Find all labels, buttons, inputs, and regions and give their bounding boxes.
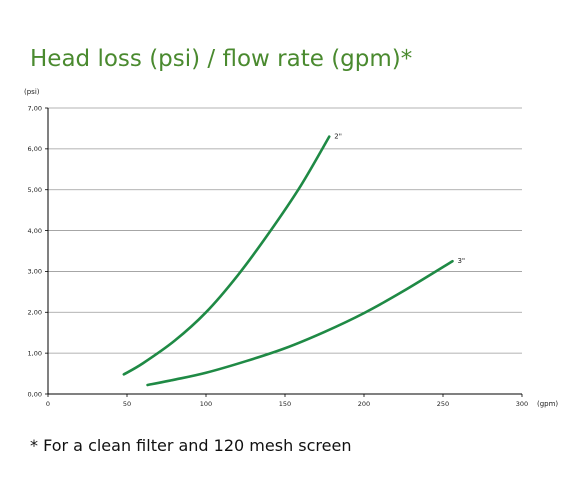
- series-lines: [122, 135, 454, 387]
- series-label-1: 2": [334, 133, 342, 141]
- y-tick-label: 0,00: [28, 390, 42, 398]
- y-axis-label: (psi): [24, 88, 40, 96]
- series-labels: 2" 3": [334, 133, 465, 266]
- x-tick-label: 150: [279, 400, 291, 408]
- x-tick-label: 50: [123, 400, 131, 408]
- x-tick-label: 300: [516, 400, 528, 408]
- y-tick-label: 5,00: [28, 186, 42, 194]
- y-tick-label: 6,00: [28, 145, 42, 153]
- y-tick-label: 2,00: [28, 309, 42, 317]
- x-tick-label: 100: [200, 400, 212, 408]
- x-tick-label: 250: [437, 400, 449, 408]
- x-tick-label: 0: [46, 400, 50, 408]
- axes: [45, 107, 523, 397]
- y-tick-label: 7,00: [28, 104, 42, 112]
- y-tick-label: 1,00: [28, 349, 42, 357]
- series-label-2: 3": [457, 257, 465, 265]
- x-axis-label: (gpm): [537, 400, 558, 408]
- y-tick-label: 4,00: [28, 227, 42, 235]
- grid-lines: [48, 107, 522, 354]
- y-tick-label: 3,00: [28, 268, 42, 276]
- series-line-2: [146, 259, 454, 387]
- series-line-1: [122, 135, 331, 376]
- x-tick-label: 200: [358, 400, 370, 408]
- tick-labels: 0,00 1,00 2,00 3,00 4,00 5,00 6,00 7,00 0 50 100 15…: [24, 88, 558, 408]
- chart-title: Head loss (psi) / flow rate (gpm)*: [30, 46, 413, 72]
- footnote: * For a clean filter and 120 mesh screen: [30, 436, 352, 455]
